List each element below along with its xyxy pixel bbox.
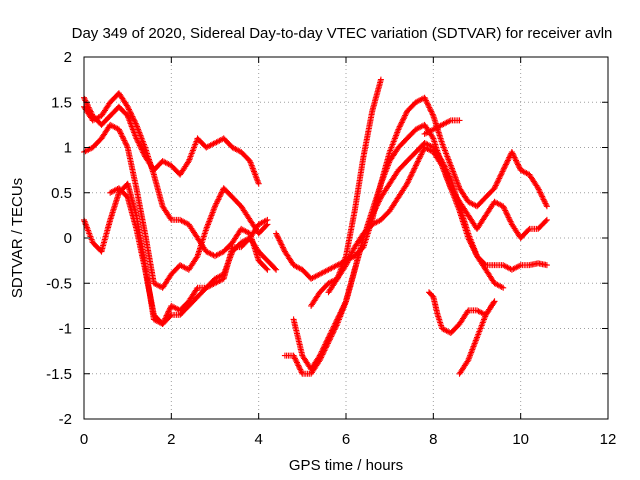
x-tick-label: 6	[342, 431, 350, 448]
y-axis-title: SDTVAR / TECUs	[9, 178, 26, 298]
series-arc-13	[456, 298, 498, 377]
y-tick-label: 0.5	[51, 185, 72, 202]
scatter-markers	[81, 180, 271, 327]
x-axis-title: GPS time / hours	[289, 457, 403, 474]
x-tick-label: 2	[167, 431, 175, 448]
y-tick-label: -1.5	[46, 366, 72, 383]
scatter-markers	[421, 117, 463, 137]
x-tick-label: 10	[512, 431, 529, 448]
y-tick-label: 1	[64, 140, 72, 157]
scatter-markers	[456, 298, 498, 377]
y-tick-label: 1.5	[51, 94, 72, 111]
x-tick-label: 12	[600, 431, 617, 448]
chart-title: Day 349 of 2020, Sidereal Day-to-day VTE…	[72, 25, 613, 42]
series-arc-8	[281, 140, 507, 377]
series-arc-4	[81, 180, 271, 327]
series-arc-5	[107, 185, 280, 327]
scatter-markers	[81, 121, 271, 291]
x-tick-label: 8	[429, 431, 437, 448]
x-tick-label: 0	[80, 431, 88, 448]
y-tick-label: -0.5	[46, 275, 72, 292]
scatter-markers	[273, 94, 550, 282]
axis-ticks: 0 2 4 6 8 10 12 -2 -1.5 -1 -0.5 0 0.5 1 1.5 2	[46, 49, 616, 448]
scatter-markers	[107, 185, 280, 327]
y-tick-label: -1	[59, 321, 72, 338]
y-tick-label: 0	[64, 230, 72, 247]
scatter-markers	[281, 140, 507, 377]
y-tick-label: -2	[59, 411, 72, 428]
grid	[84, 57, 608, 419]
series-arc-10	[325, 144, 550, 296]
series-arc-11	[421, 117, 463, 137]
data-points	[81, 76, 550, 377]
series-arc-3	[81, 121, 271, 291]
series-arc-6	[273, 94, 550, 282]
x-tick-label: 4	[254, 431, 262, 448]
y-tick-label: 2	[64, 49, 72, 66]
scatter-markers	[325, 144, 550, 296]
series-arc-9	[308, 76, 384, 309]
scatter-markers	[308, 76, 384, 309]
